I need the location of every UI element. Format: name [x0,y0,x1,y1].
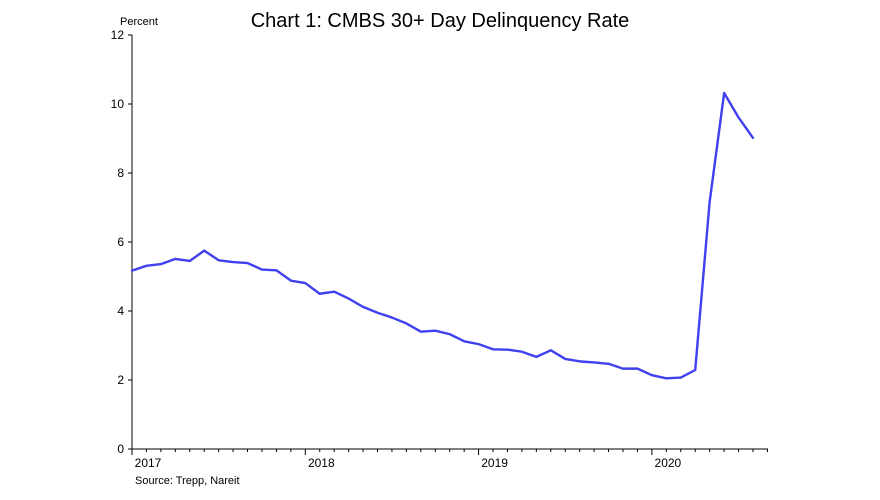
series-group [130,91,755,380]
data-point [607,362,610,365]
data-point [203,249,206,252]
data-point [405,322,408,325]
chart-title: Chart 1: CMBS 30+ Day Delinquency Rate [251,10,630,32]
data-point [391,316,393,319]
x-tick-label: 2019 [481,456,508,470]
data-point [333,290,336,293]
data-point [549,349,552,352]
y-tick-label: 10 [111,97,125,111]
y-axis-ticks: 0 2 4 6 8 10 12 [111,28,132,456]
y-tick-label: 12 [111,28,125,42]
data-point [246,262,249,264]
x-tick-label: 2017 [135,456,162,470]
source-note: Source: Trepp, Nareit [135,475,240,487]
data-point [752,136,754,139]
data-point [492,348,494,351]
data-point [419,330,422,333]
data-point [261,268,263,271]
data-point [622,367,624,370]
data-point [737,116,740,119]
data-point [347,297,350,300]
data-point [564,358,567,360]
y-tick-label: 4 [117,304,124,318]
data-point [145,264,148,267]
data-point [463,340,466,343]
data-point [188,260,191,262]
y-tick-label: 6 [117,235,124,249]
data-point [217,259,220,262]
data-point [521,350,523,353]
data-point [535,355,538,358]
y-axis-label: Percent [120,16,158,28]
data-point [131,269,133,272]
data-point [506,348,509,351]
data-point [593,361,596,364]
data-point [160,263,162,265]
data-point [477,343,480,346]
data-point [650,374,653,377]
y-tick-label: 0 [117,442,124,456]
data-point [304,282,307,284]
axes [131,35,768,450]
series-line [130,91,755,380]
data-point [679,376,682,379]
y-tick-label: 8 [117,166,124,180]
data-point [694,369,697,371]
data-point [448,333,451,336]
data-point [232,261,234,263]
data-point [275,269,278,272]
data-point [578,360,581,363]
data-point [174,258,177,260]
data-point [362,305,364,308]
data-point [318,292,321,295]
data-point [434,329,437,332]
data-point [290,279,292,282]
data-point [708,201,711,204]
y-tick-label: 2 [117,373,124,387]
x-tick-label: 2018 [308,456,335,470]
data-point [665,377,668,380]
data-point [723,92,726,94]
data-point [636,367,639,370]
x-axis-ticks: 2017 2018 2019 2020 [131,449,768,470]
data-point [376,311,379,314]
x-tick-label: 2020 [655,456,682,470]
